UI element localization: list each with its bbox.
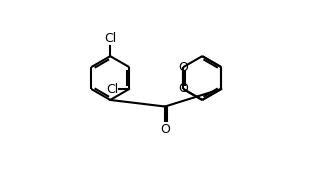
Text: O: O	[178, 82, 188, 96]
Text: Cl: Cl	[104, 32, 116, 45]
Text: O: O	[160, 122, 170, 135]
Text: Cl: Cl	[106, 82, 118, 96]
Text: O: O	[178, 61, 188, 74]
